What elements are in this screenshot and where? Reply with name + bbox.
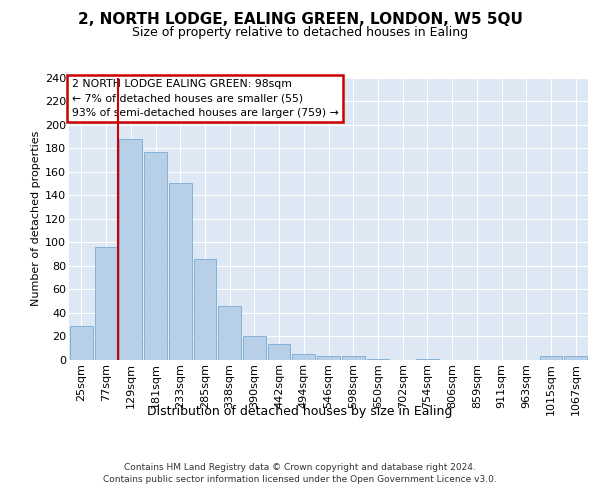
Bar xyxy=(70,326,93,360)
Bar xyxy=(317,356,340,360)
Text: Contains HM Land Registry data © Crown copyright and database right 2024.: Contains HM Land Registry data © Crown c… xyxy=(124,462,476,471)
Bar xyxy=(268,344,290,360)
Bar xyxy=(367,359,389,360)
Bar xyxy=(416,359,439,360)
Text: Distribution of detached houses by size in Ealing: Distribution of detached houses by size … xyxy=(148,405,452,418)
Bar xyxy=(539,356,562,360)
Bar xyxy=(95,247,118,360)
Text: Contains public sector information licensed under the Open Government Licence v3: Contains public sector information licen… xyxy=(103,475,497,484)
Bar xyxy=(292,354,315,360)
Bar xyxy=(342,356,365,360)
Bar xyxy=(194,259,216,360)
Bar xyxy=(169,184,191,360)
Text: 2, NORTH LODGE, EALING GREEN, LONDON, W5 5QU: 2, NORTH LODGE, EALING GREEN, LONDON, W5… xyxy=(77,12,523,28)
Bar xyxy=(144,152,167,360)
Bar xyxy=(218,306,241,360)
Text: 2 NORTH LODGE EALING GREEN: 98sqm
← 7% of detached houses are smaller (55)
93% o: 2 NORTH LODGE EALING GREEN: 98sqm ← 7% o… xyxy=(71,79,338,118)
Bar xyxy=(243,336,266,360)
Bar xyxy=(564,356,587,360)
Bar xyxy=(119,138,142,360)
Y-axis label: Number of detached properties: Number of detached properties xyxy=(31,131,41,306)
Text: Size of property relative to detached houses in Ealing: Size of property relative to detached ho… xyxy=(132,26,468,39)
